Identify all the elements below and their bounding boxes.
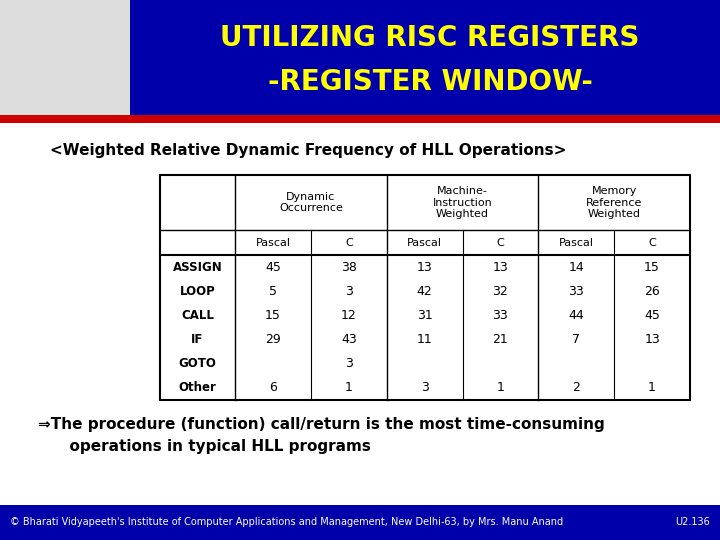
Text: U2.136: U2.136 <box>675 517 710 527</box>
Text: 33: 33 <box>568 285 584 298</box>
Text: ASSIGN: ASSIGN <box>173 261 222 274</box>
Text: 3: 3 <box>345 357 353 370</box>
Bar <box>0 115 720 123</box>
Text: Dynamic
Occurrence: Dynamic Occurrence <box>279 192 343 213</box>
Text: LOOP: LOOP <box>179 285 215 298</box>
Text: 13: 13 <box>417 261 433 274</box>
Text: Machine-
Instruction
Weighted: Machine- Instruction Weighted <box>433 186 492 219</box>
Text: CALL: CALL <box>181 309 214 322</box>
Text: 26: 26 <box>644 285 660 298</box>
Text: 13: 13 <box>492 261 508 274</box>
Text: 2: 2 <box>572 381 580 394</box>
Bar <box>0 0 130 115</box>
Text: 45: 45 <box>644 309 660 322</box>
Text: 33: 33 <box>492 309 508 322</box>
Text: 31: 31 <box>417 309 433 322</box>
Text: 11: 11 <box>417 333 433 346</box>
Text: 29: 29 <box>265 333 281 346</box>
Text: 1: 1 <box>345 381 353 394</box>
Text: -REGISTER WINDOW-: -REGISTER WINDOW- <box>268 68 593 96</box>
Text: 45: 45 <box>265 261 281 274</box>
Bar <box>160 175 690 400</box>
Bar <box>0 0 720 115</box>
Text: UTILIZING RISC REGISTERS: UTILIZING RISC REGISTERS <box>220 24 639 52</box>
Text: 7: 7 <box>572 333 580 346</box>
Text: Other: Other <box>179 381 217 394</box>
Text: 12: 12 <box>341 309 356 322</box>
Text: 5: 5 <box>269 285 277 298</box>
Text: 44: 44 <box>568 309 584 322</box>
Text: ⇒The procedure (function) call/return is the most time-consuming: ⇒The procedure (function) call/return is… <box>38 417 605 433</box>
Text: 43: 43 <box>341 333 356 346</box>
Text: 32: 32 <box>492 285 508 298</box>
Text: IF: IF <box>192 333 204 346</box>
Text: GOTO: GOTO <box>179 357 217 370</box>
Text: 42: 42 <box>417 285 433 298</box>
Text: © Bharati Vidyapeeth's Institute of Computer Applications and Management, New De: © Bharati Vidyapeeth's Institute of Comp… <box>10 517 563 527</box>
Text: 1: 1 <box>648 381 656 394</box>
Text: Memory
Reference
Weighted: Memory Reference Weighted <box>586 186 642 219</box>
Text: Pascal: Pascal <box>559 238 594 247</box>
Text: 14: 14 <box>568 261 584 274</box>
Text: 15: 15 <box>644 261 660 274</box>
Text: C: C <box>345 238 353 247</box>
Bar <box>0 505 720 540</box>
Text: 13: 13 <box>644 333 660 346</box>
Text: 3: 3 <box>420 381 428 394</box>
Text: 15: 15 <box>265 309 281 322</box>
Text: 38: 38 <box>341 261 356 274</box>
Text: C: C <box>648 238 656 247</box>
Text: Pascal: Pascal <box>407 238 442 247</box>
Text: Pascal: Pascal <box>256 238 290 247</box>
Text: C: C <box>497 238 504 247</box>
Text: operations in typical HLL programs: operations in typical HLL programs <box>38 440 371 455</box>
Text: 21: 21 <box>492 333 508 346</box>
Text: 6: 6 <box>269 381 277 394</box>
Text: <Weighted Relative Dynamic Frequency of HLL Operations>: <Weighted Relative Dynamic Frequency of … <box>50 143 567 158</box>
Text: 3: 3 <box>345 285 353 298</box>
Text: 1: 1 <box>497 381 504 394</box>
